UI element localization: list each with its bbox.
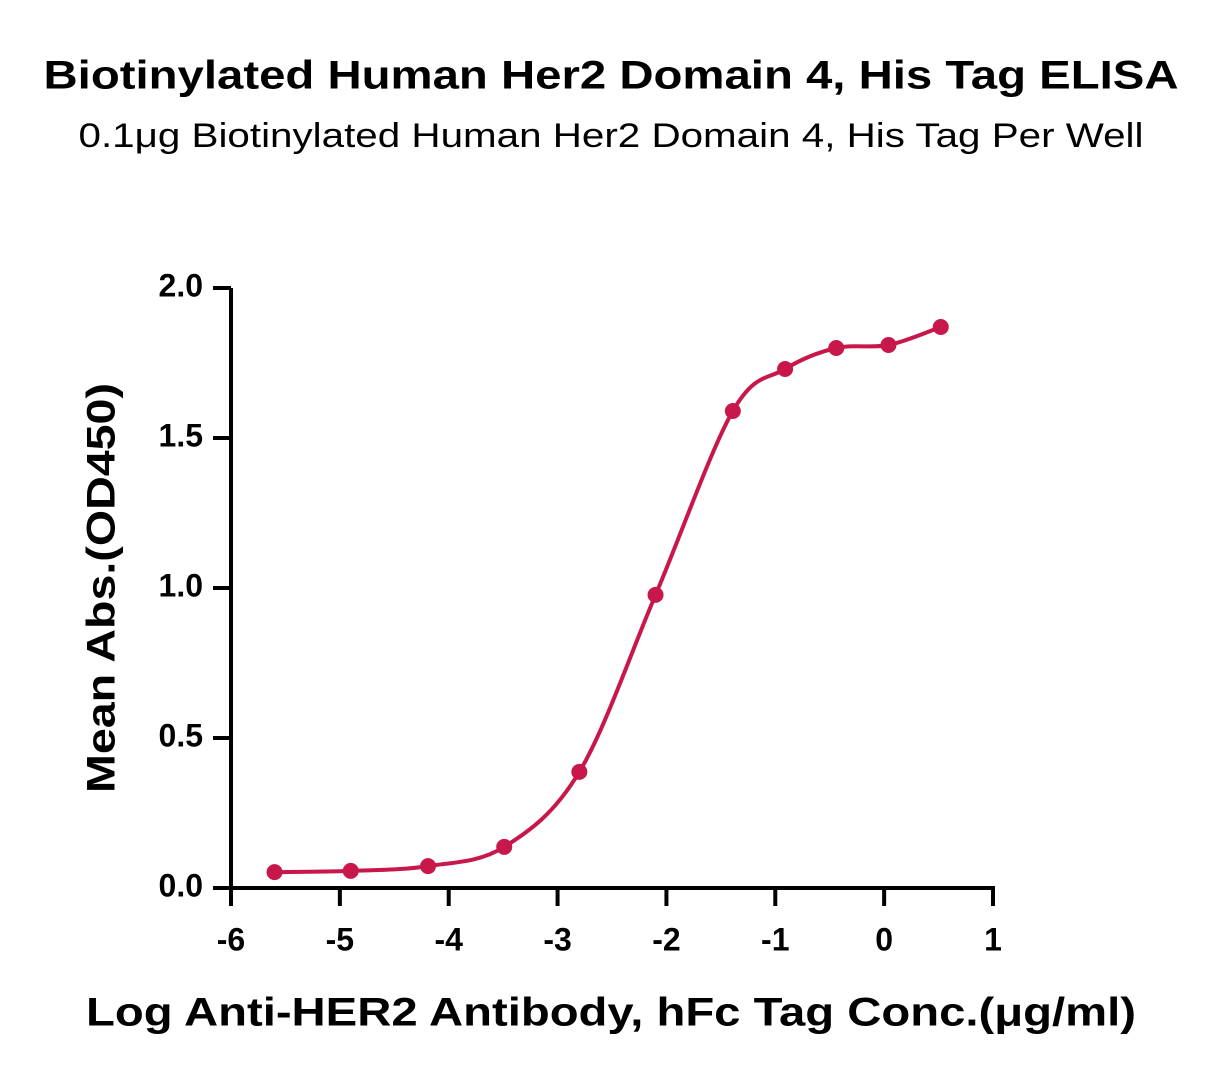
y-tick-label: 1.0	[159, 567, 203, 603]
data-point	[828, 340, 845, 356]
data-point	[724, 403, 741, 419]
x-tick-label: -5	[326, 921, 354, 957]
y-tick-label: 0.5	[159, 717, 203, 753]
data-point	[342, 862, 359, 879]
data-point	[647, 586, 664, 603]
y-tick-label: 0.0	[159, 867, 203, 903]
data-point	[571, 763, 588, 780]
chart-subtitle: 0.1μg Biotinylated Human Her2 Domain 4, …	[79, 117, 1144, 155]
data-point	[420, 858, 437, 875]
y-tick-label: 2.0	[159, 267, 203, 303]
x-tick-label: -1	[761, 921, 789, 957]
x-tick-label: 0	[875, 921, 893, 957]
chart-title: Biotinylated Human Her2 Domain 4, His Ta…	[44, 54, 1179, 98]
x-tick-label: -2	[652, 921, 680, 957]
data-point	[777, 361, 794, 377]
data-point	[266, 864, 283, 881]
data-point	[496, 838, 513, 855]
data-point	[880, 337, 897, 353]
fit-curve	[274, 325, 942, 875]
x-tick-label: -4	[434, 921, 463, 957]
x-tick-label: -3	[543, 921, 571, 957]
y-axis-label: Mean Abs.(OD450)	[80, 383, 124, 793]
data-point	[932, 319, 949, 335]
x-tick-label: 1	[984, 921, 1002, 957]
x-axis-label: Log Anti-HER2 Antibody, hFc Tag Conc.(μg…	[86, 991, 1136, 1035]
y-tick-label: 1.5	[159, 417, 203, 453]
x-tick-label: -6	[217, 921, 245, 957]
